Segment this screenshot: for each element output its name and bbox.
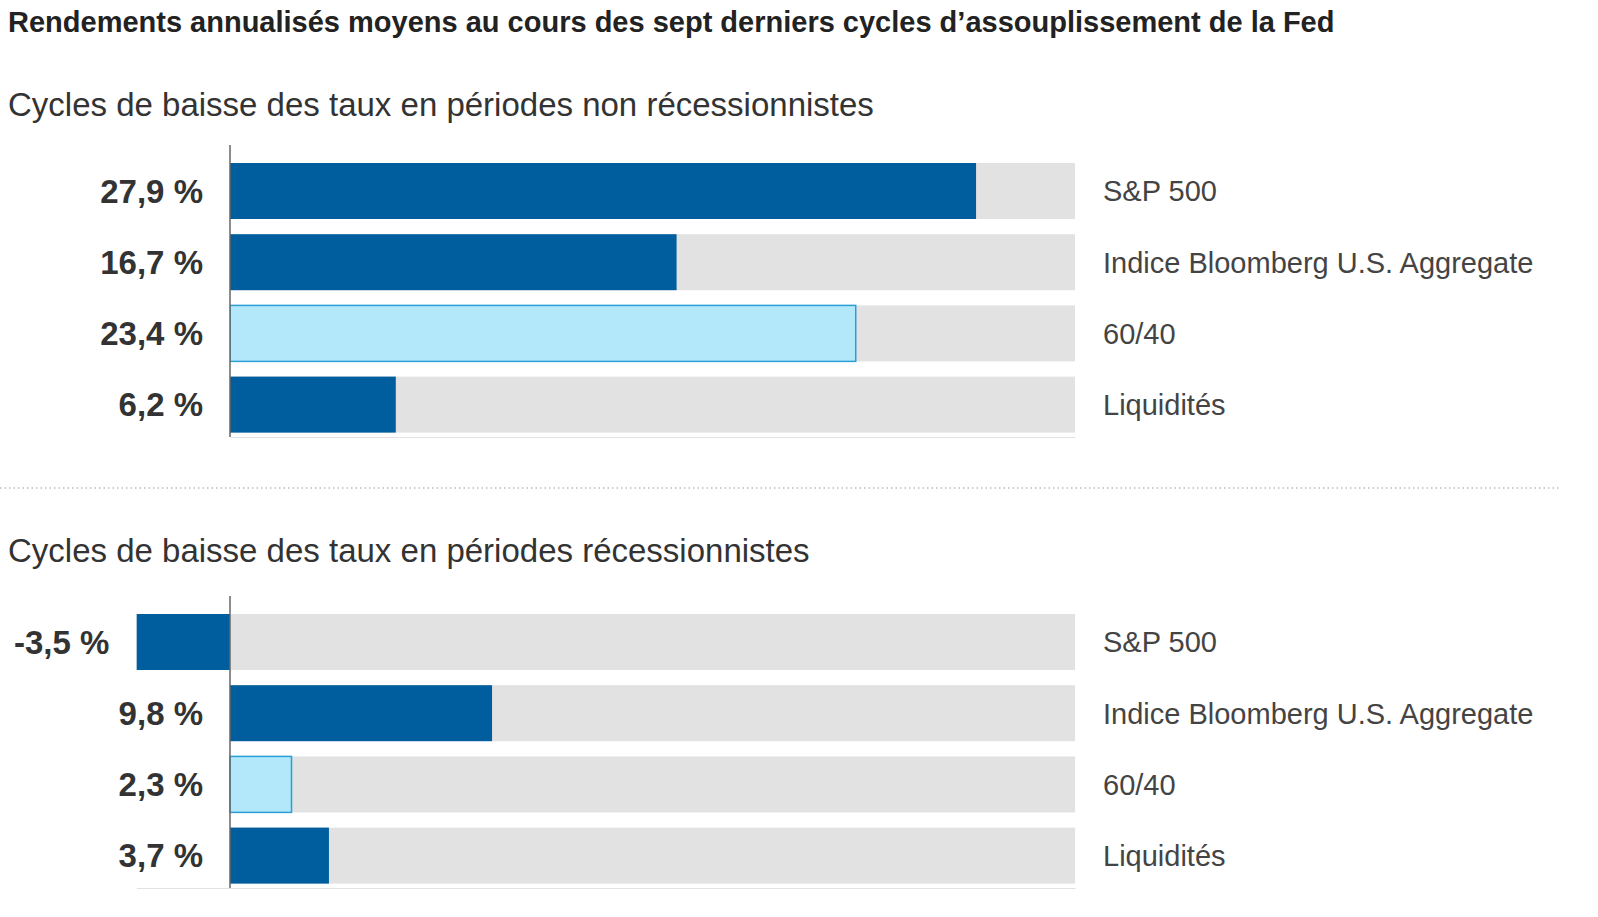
bar <box>230 234 677 290</box>
track <box>230 305 1075 361</box>
data-label: 3,7 % <box>119 837 203 874</box>
x-axis <box>137 888 1076 889</box>
bars <box>230 163 976 433</box>
bar <box>230 756 292 812</box>
data-label: 2,3 % <box>119 766 203 803</box>
axis-line <box>231 437 1076 438</box>
category-label: Indice Bloomberg U.S. Aggregate <box>1103 247 1533 279</box>
bar <box>230 305 856 361</box>
subtitle: Cycles de baisse des taux en périodes no… <box>8 86 874 123</box>
title: Rendements annualisés moyens au cours de… <box>8 6 1334 38</box>
panel: Cycles de baisse des taux en périodes no… <box>8 86 1533 438</box>
bar <box>136 614 230 670</box>
separator <box>0 487 1560 488</box>
subtitle: Cycles de baisse des taux en périodes ré… <box>8 532 810 569</box>
category-label: Indice Bloomberg U.S. Aggregate <box>1103 698 1533 730</box>
zero-line <box>229 145 231 437</box>
track <box>230 163 1075 219</box>
track <box>230 756 1075 812</box>
data-label: 6,2 % <box>119 386 203 423</box>
panel: Cycles de baisse des taux en périodes ré… <box>8 532 1533 889</box>
bar <box>230 685 492 741</box>
category-label: S&P 500 <box>1103 175 1217 207</box>
track <box>230 234 1075 290</box>
category-label: Liquidités <box>1103 389 1226 421</box>
x-axis <box>231 437 1076 438</box>
track <box>230 685 1075 741</box>
track <box>230 828 1075 884</box>
axis-line <box>137 888 1076 889</box>
data-label: -3,5 % <box>14 624 109 661</box>
bar <box>230 163 976 219</box>
category-label: 60/40 <box>1103 318 1176 350</box>
track <box>230 377 1075 433</box>
chart: Rendements annualisés moyens au cours de… <box>0 0 1598 917</box>
category-label: Liquidités <box>1103 840 1226 872</box>
bar <box>230 828 329 884</box>
data-label: 23,4 % <box>100 315 203 352</box>
data-label: 9,8 % <box>119 695 203 732</box>
data-label: 16,7 % <box>100 244 203 281</box>
zero-line <box>229 596 231 888</box>
category-label: S&P 500 <box>1103 626 1217 658</box>
bar <box>230 377 396 433</box>
track <box>230 614 1075 670</box>
category-label: 60/40 <box>1103 769 1176 801</box>
data-label: 27,9 % <box>100 173 203 210</box>
